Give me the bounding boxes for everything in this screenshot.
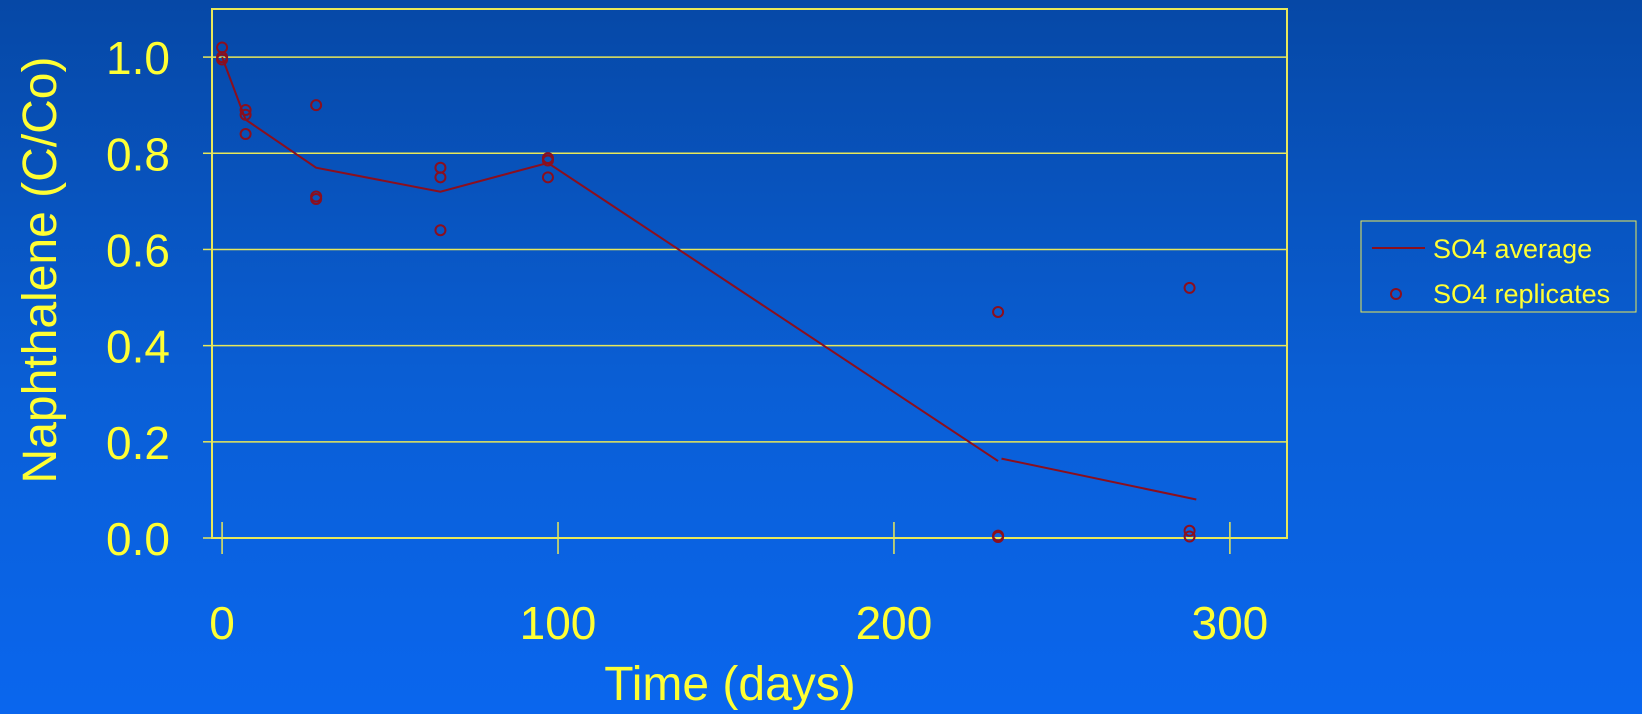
data-point-replicate [434,224,447,237]
plot-frame [211,8,1288,539]
legend-label-replicates: SO4 replicates [1433,279,1610,309]
y-tick-label: 0.2 [106,417,170,469]
data-point-replicate [1183,281,1196,294]
data-point-replicate [239,128,252,141]
y-tick-label: 1.0 [106,32,170,84]
data-point-replicate [434,171,447,184]
axis-ticks: 0.0 0.2 0.4 0.6 0.8 1.0 0 100 200 300 [106,32,1268,649]
data-point-replicate [992,305,1005,318]
data-point-replicate [310,99,323,112]
x-axis-label: Time (days) [604,658,856,711]
data-point-replicate [239,103,252,116]
y-axis-label: Naphthalene (C/Co) [14,57,67,484]
data-point-replicate [1183,530,1196,543]
legend-label-average: SO4 average [1433,234,1592,264]
legend-swatch-marker [1390,288,1402,300]
data-point-replicate [992,531,1005,544]
series [216,41,1197,544]
data-point-replicate [216,53,229,66]
y-tick-label: 0.6 [106,224,170,276]
legend-box [1360,220,1637,313]
x-tick-label: 300 [1192,597,1269,649]
y-tick-label: 0.8 [106,128,170,180]
series-line-average [221,56,999,462]
legend: SO4 average SO4 replicates [1360,220,1637,313]
data-point-replicate [310,192,323,205]
y-tick-label: 0.0 [106,513,170,565]
x-tick-label: 200 [856,597,933,649]
x-tick-label: 100 [520,597,597,649]
x-tick-label: 0 [209,597,235,649]
series-line-average [1001,457,1197,501]
data-point-replicate [541,171,554,184]
y-tick-label: 0.4 [106,321,170,373]
data-point-replicate [541,154,554,167]
data-point-replicate [216,41,229,54]
data-point-replicate [239,108,252,121]
data-point-replicate [1183,524,1196,537]
data-point-replicate [434,161,447,174]
